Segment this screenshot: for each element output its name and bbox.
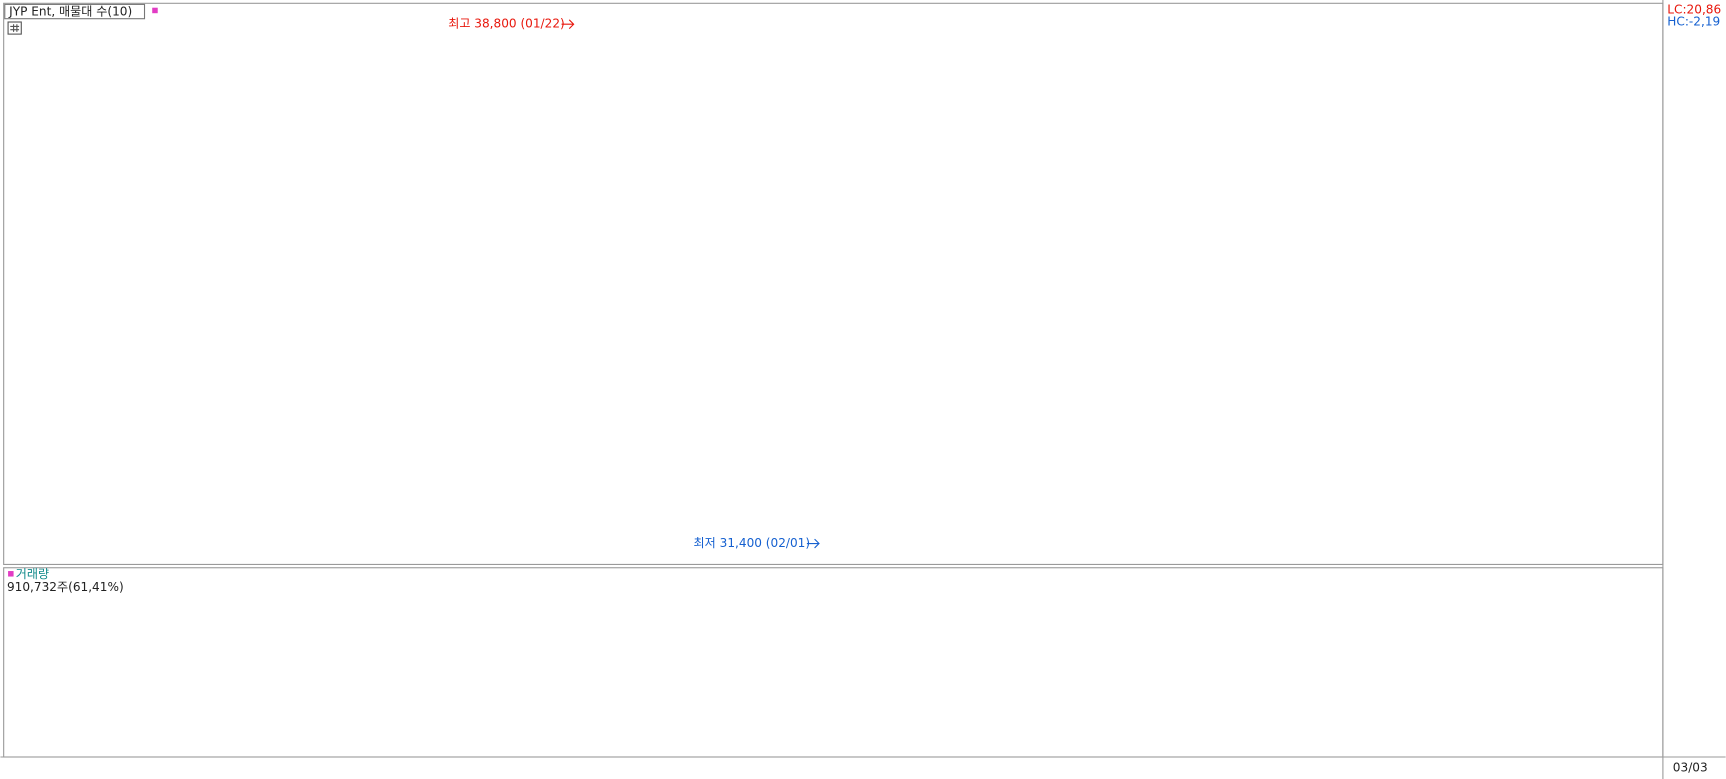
title-box [4,3,146,20]
high-annotation: 최고 38,800 (01/22) [448,17,565,31]
volume-title: 거래량 [16,567,49,581]
low-arrow [806,538,820,549]
last-date: 03/03 [1673,760,1708,774]
chart-title: JYP Ent, 매물대 수(10) [8,5,132,19]
hc-label: HC:-2,19 [1667,15,1720,29]
settings-icon-glyph [10,24,20,32]
high-arrow [561,19,575,29]
lc-label: LC:20,86 [1667,2,1721,16]
volume-info: 910,732주(61,41%) [7,580,124,594]
legend-marker [152,7,158,14]
legend-marker [8,571,14,577]
settings-icon[interactable] [7,21,22,35]
low-annotation: 최저 31,400 (02/01) [694,536,811,550]
